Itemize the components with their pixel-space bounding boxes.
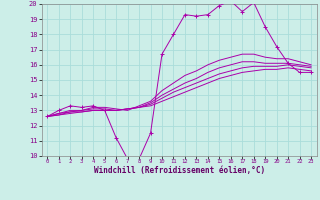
X-axis label: Windchill (Refroidissement éolien,°C): Windchill (Refroidissement éolien,°C) [94,166,265,175]
